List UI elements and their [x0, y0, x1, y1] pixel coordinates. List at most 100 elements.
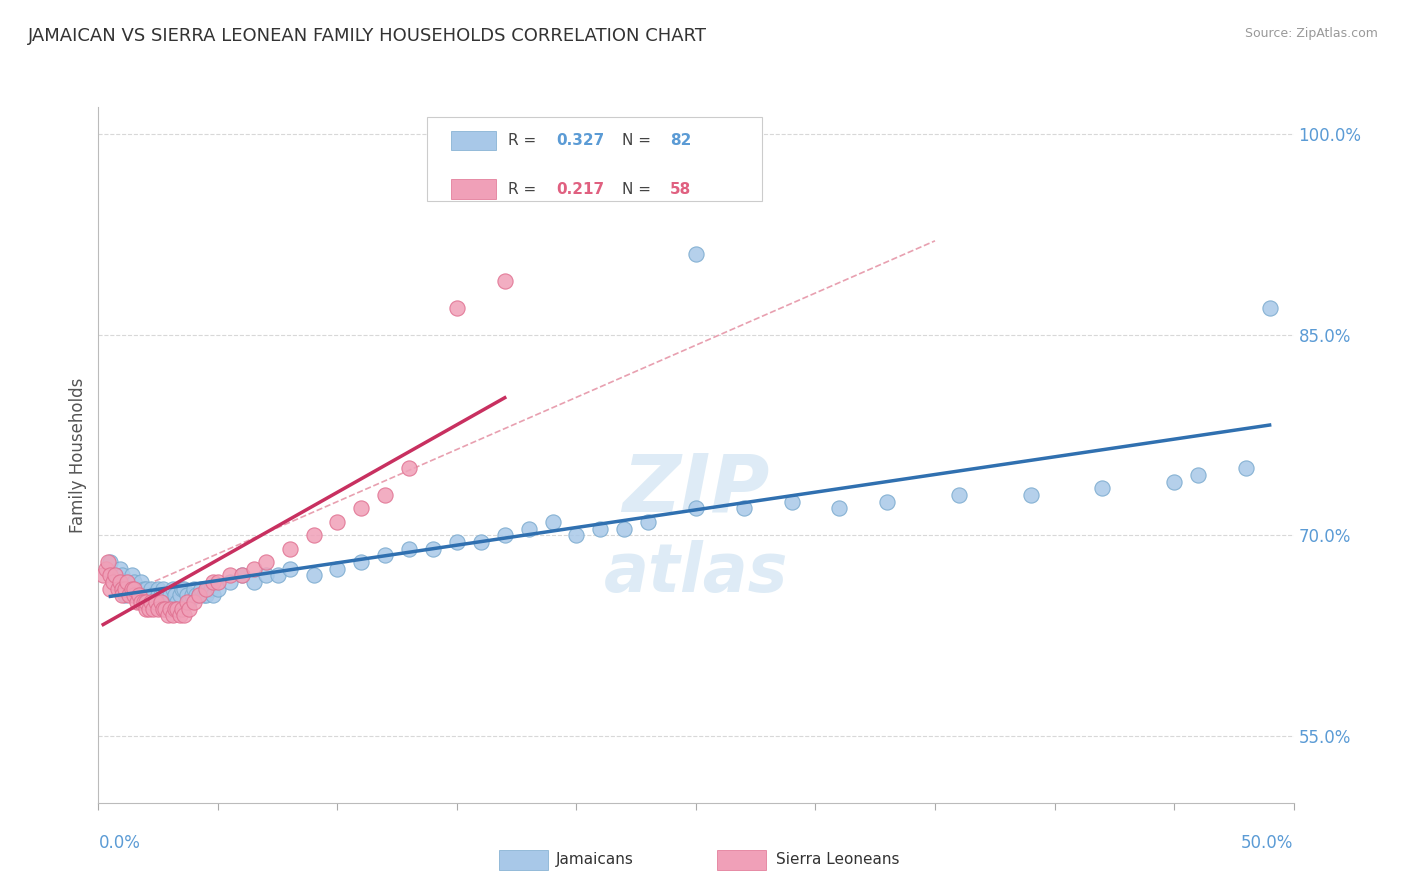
Point	[302, 568, 325, 582]
Point	[149, 595, 172, 609]
Point	[125, 595, 148, 609]
Point	[104, 568, 127, 582]
Text: 82: 82	[669, 133, 692, 148]
Point	[176, 589, 198, 603]
Point	[302, 528, 325, 542]
Point	[278, 541, 301, 556]
Point	[135, 601, 157, 615]
Text: Sierra Leoneans: Sierra Leoneans	[776, 853, 900, 867]
Point	[163, 589, 186, 603]
Point	[148, 589, 170, 603]
Point	[374, 488, 396, 502]
Point	[148, 601, 170, 615]
Point	[613, 522, 636, 536]
Point	[152, 582, 174, 596]
Point	[166, 595, 188, 609]
Point	[97, 555, 120, 569]
Point	[254, 568, 277, 582]
Point	[187, 589, 209, 603]
Point	[138, 589, 160, 603]
Point	[207, 582, 229, 596]
Point	[152, 601, 174, 615]
Point	[156, 595, 179, 609]
Point	[135, 595, 157, 609]
Point	[131, 574, 153, 589]
Text: 58: 58	[669, 182, 690, 196]
Point	[139, 595, 162, 609]
Point	[124, 582, 146, 596]
Point	[187, 589, 209, 603]
Point	[197, 582, 219, 596]
Point	[183, 582, 205, 596]
Point	[254, 555, 277, 569]
FancyBboxPatch shape	[427, 118, 762, 201]
Point	[200, 582, 222, 596]
Point	[231, 568, 253, 582]
Point	[589, 522, 612, 536]
Point	[172, 582, 194, 596]
Point	[128, 589, 150, 603]
Point	[163, 601, 186, 615]
Point	[131, 595, 153, 609]
Text: 0.327: 0.327	[557, 133, 605, 148]
Point	[104, 568, 127, 582]
Point	[1258, 301, 1281, 315]
Point	[115, 574, 138, 589]
Point	[179, 601, 201, 615]
Point	[494, 528, 516, 542]
Point	[326, 562, 349, 576]
Point	[278, 562, 301, 576]
Point	[190, 582, 212, 596]
Point	[124, 589, 146, 603]
Point	[470, 535, 492, 549]
Text: R =: R =	[509, 133, 541, 148]
Text: 50.0%: 50.0%	[1241, 834, 1294, 852]
Point	[162, 608, 184, 623]
Point	[111, 568, 134, 582]
Point	[159, 601, 181, 615]
Point	[183, 595, 205, 609]
Text: N =: N =	[621, 133, 655, 148]
Point	[101, 574, 124, 589]
Text: Jamaicans: Jamaicans	[555, 853, 633, 867]
Point	[107, 582, 129, 596]
Point	[637, 515, 659, 529]
Text: JAMAICAN VS SIERRA LEONEAN FAMILY HOUSEHOLDS CORRELATION CHART: JAMAICAN VS SIERRA LEONEAN FAMILY HOUSEH…	[28, 27, 707, 45]
Point	[145, 595, 167, 609]
Point	[135, 595, 157, 609]
Point	[156, 608, 179, 623]
Point	[145, 595, 167, 609]
Point	[94, 562, 117, 576]
Point	[142, 589, 165, 603]
Point	[149, 589, 172, 603]
Point	[541, 515, 564, 529]
Point	[108, 574, 131, 589]
Text: atlas: atlas	[603, 541, 789, 607]
Point	[98, 568, 122, 582]
Text: 0.217: 0.217	[557, 182, 605, 196]
Y-axis label: Family Households: Family Households	[69, 377, 87, 533]
Point	[121, 582, 143, 596]
Point	[231, 568, 253, 582]
Point	[166, 601, 188, 615]
Text: N =: N =	[621, 182, 655, 196]
Point	[565, 528, 588, 542]
Point	[494, 274, 516, 288]
Point	[118, 582, 141, 596]
Point	[194, 582, 217, 596]
Point	[194, 589, 217, 603]
Text: ZIP: ZIP	[623, 450, 769, 529]
Point	[111, 589, 134, 603]
Point	[107, 574, 129, 589]
Point	[139, 582, 162, 596]
Point	[118, 589, 141, 603]
FancyBboxPatch shape	[451, 179, 496, 199]
Point	[142, 601, 165, 615]
Point	[948, 488, 970, 502]
Point	[108, 562, 131, 576]
Point	[207, 574, 229, 589]
Point	[202, 574, 225, 589]
Point	[243, 562, 266, 576]
Point	[828, 501, 851, 516]
Point	[446, 535, 468, 549]
